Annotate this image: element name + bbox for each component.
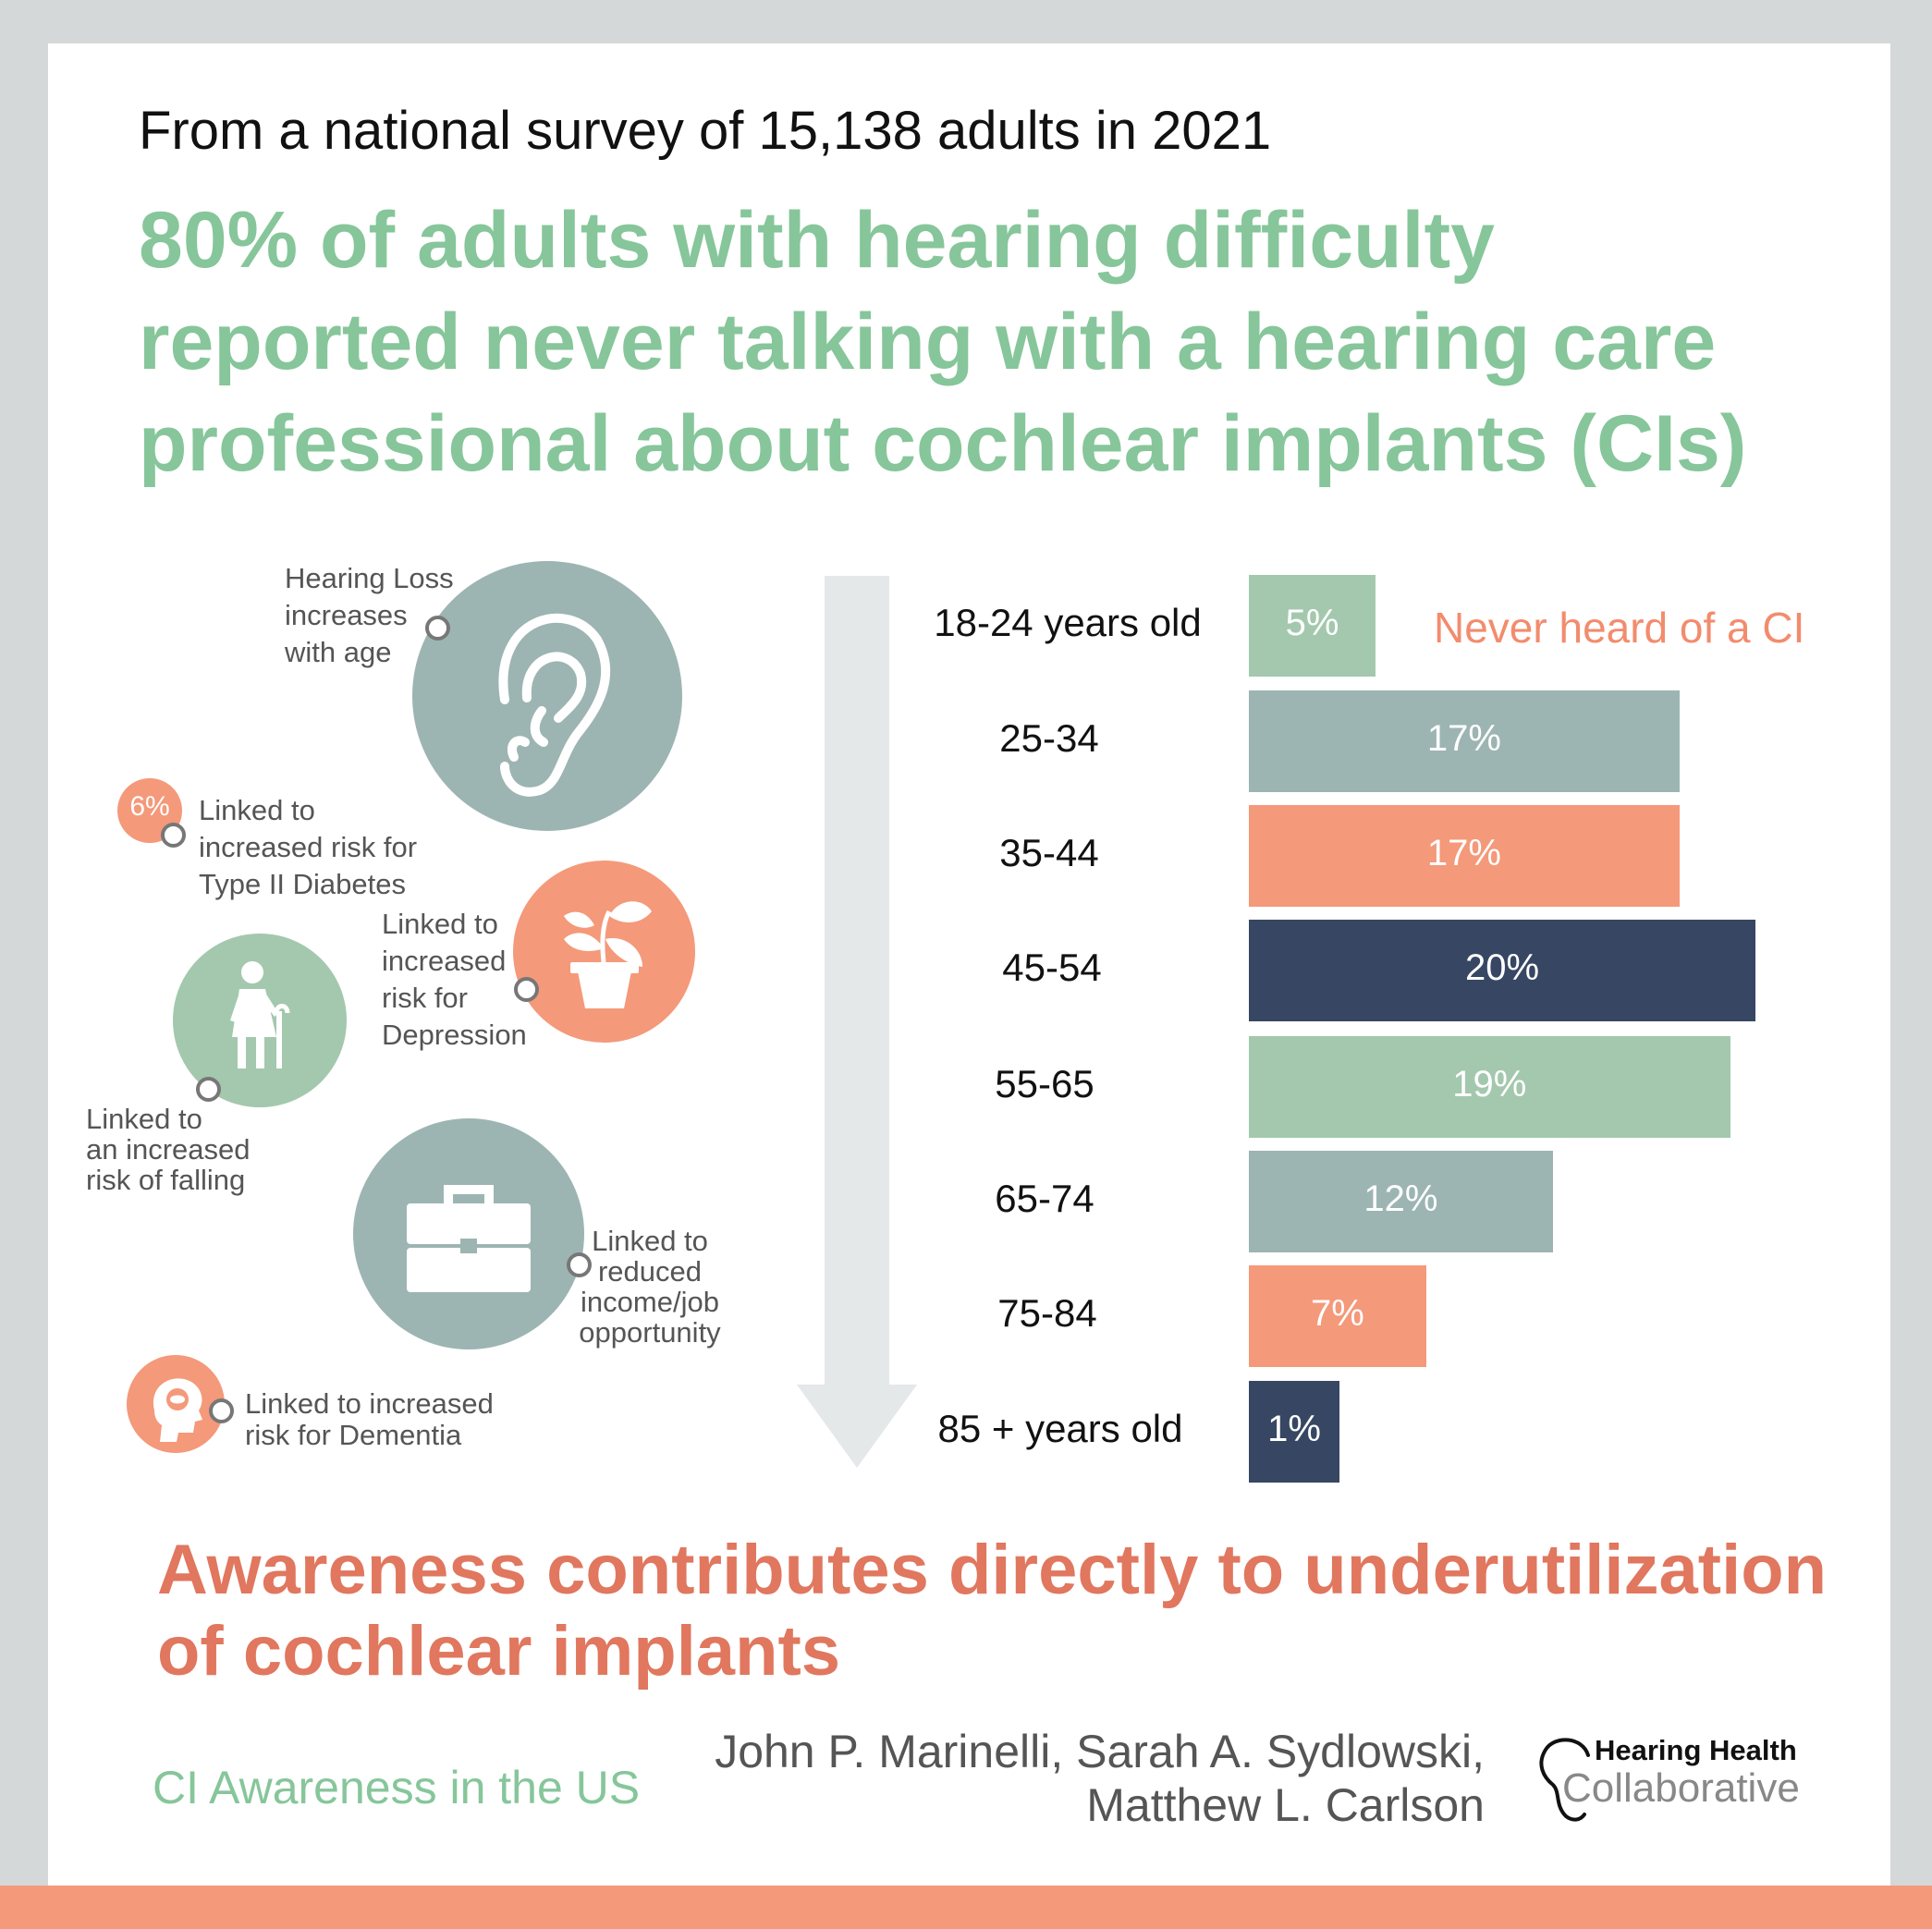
connector-dot xyxy=(196,1077,221,1102)
diabetes-badge-value: 6% xyxy=(129,791,170,822)
caption-line: Linked to xyxy=(382,908,498,940)
connector-dot xyxy=(209,1398,234,1423)
wilted-plant-icon xyxy=(564,901,652,1008)
logo-text-primary: Hearing Health xyxy=(1595,1734,1797,1766)
caption-line: increased risk for xyxy=(199,831,418,863)
caption-line: opportunity xyxy=(579,1316,721,1349)
conclusion-line: of cochlear implants xyxy=(157,1612,841,1691)
caption-line: with age xyxy=(285,636,392,668)
depression-caption: Linked to increased risk for Depression xyxy=(382,906,527,1054)
headline-line: 80% of adults with hearing difficulty xyxy=(139,196,1495,285)
caption-line: Depression xyxy=(382,1019,527,1051)
age-category-label: 18-24 years old xyxy=(934,601,1202,644)
ear-icon xyxy=(498,614,611,797)
caption-line: reduced xyxy=(597,1255,703,1288)
bar-value-label: 12% xyxy=(1363,1178,1438,1219)
age-category-label: 35-44 xyxy=(999,831,1099,874)
authors: John P. Marinelli, Sarah A. Sydlowski, M… xyxy=(715,1725,1485,1832)
diabetes-badge: 6% xyxy=(117,778,182,843)
bar-value-label: 17% xyxy=(1426,833,1501,873)
caption-line: income/job xyxy=(581,1286,719,1318)
caption-line: risk for Dementia xyxy=(245,1419,462,1451)
briefcase-circle xyxy=(353,1118,584,1349)
bar-value-label: 1% xyxy=(1267,1409,1321,1449)
age-category-label: 65-74 xyxy=(995,1177,1094,1220)
caption-line: risk for xyxy=(382,982,468,1014)
bar xyxy=(1249,1151,1553,1252)
bar xyxy=(1249,805,1680,907)
bar xyxy=(1249,1036,1730,1138)
authors-line: John P. Marinelli, Sarah A. Sydlowski, xyxy=(715,1726,1485,1777)
down-arrow-icon xyxy=(797,576,917,1468)
bar xyxy=(1249,1265,1426,1367)
bar-value-label: 20% xyxy=(1464,947,1540,988)
elderly-person-with-cane-icon xyxy=(230,961,290,1068)
headline: 80% of adults with hearing difficulty re… xyxy=(139,189,1867,494)
diabetes-caption: Linked to increased risk for Type II Dia… xyxy=(199,792,417,903)
caption-line: Linked to xyxy=(86,1103,202,1135)
plant-circle xyxy=(513,861,695,1043)
age-category-label: 25-34 xyxy=(999,716,1099,760)
bar-value-label: 19% xyxy=(1452,1064,1527,1105)
caption-line: Type II Diabetes xyxy=(199,868,407,900)
conclusion-line: Awareness contributes directly to underu… xyxy=(157,1531,1828,1609)
dementia-caption: Linked to increased risk for Dementia xyxy=(245,1388,494,1451)
bar xyxy=(1249,575,1376,677)
bar xyxy=(1249,690,1680,792)
caption-line: Linked to xyxy=(592,1225,708,1257)
connector-dot xyxy=(161,823,186,848)
age-category-label: 45-54 xyxy=(1002,946,1102,989)
conclusion: Awareness contributes directly to underu… xyxy=(157,1530,1827,1692)
bar-value-label: 5% xyxy=(1285,603,1339,643)
bar xyxy=(1249,920,1755,1021)
hearing-loss-caption: Hearing Loss increases with age xyxy=(285,560,454,671)
logo-text-secondary: Collaborative xyxy=(1562,1765,1800,1811)
logo-ear-icon xyxy=(1539,1738,1590,1822)
caption-line: Linked to xyxy=(199,794,315,826)
legend-label: Never heard of a CI xyxy=(1434,604,1805,652)
connector-dot xyxy=(567,1252,592,1277)
caption-line: an increased xyxy=(86,1133,251,1166)
bar-value-label: 17% xyxy=(1426,718,1501,759)
footer-subtitle: CI Awareness in the US xyxy=(153,1762,641,1813)
headline-line: reported never talking with a hearing ca… xyxy=(139,298,1717,386)
caption-line: increases xyxy=(285,599,408,631)
ear-circle xyxy=(412,561,682,831)
caption-line: Hearing Loss xyxy=(285,562,454,594)
age-category-label: 85 + years old xyxy=(937,1407,1183,1450)
survey-line: From a national survey of 15,138 adults … xyxy=(139,101,1272,161)
age-category-label: 55-65 xyxy=(995,1062,1094,1105)
bar xyxy=(1249,1381,1339,1483)
dementia-circle xyxy=(127,1355,225,1453)
connector-dot xyxy=(514,977,539,1002)
caption-line: increased xyxy=(382,945,507,977)
head-with-brain-icon xyxy=(153,1378,202,1442)
income-caption: Linked to reduced income/job opportunity xyxy=(553,1226,747,1348)
headline-line: professional about cochlear implants (CI… xyxy=(139,399,1747,488)
age-category-label: 75-84 xyxy=(997,1291,1097,1335)
caption-line: risk of falling xyxy=(86,1164,246,1196)
connector-dot xyxy=(425,616,450,641)
authors-line: Matthew L. Carlson xyxy=(1086,1779,1485,1831)
caption-line: Linked to increased xyxy=(245,1387,494,1420)
briefcase-icon xyxy=(407,1185,531,1292)
bottom-accent-band xyxy=(0,1886,1932,1929)
falling-caption: Linked to an increased risk of falling xyxy=(86,1104,251,1195)
bar-value-label: 7% xyxy=(1310,1293,1364,1334)
